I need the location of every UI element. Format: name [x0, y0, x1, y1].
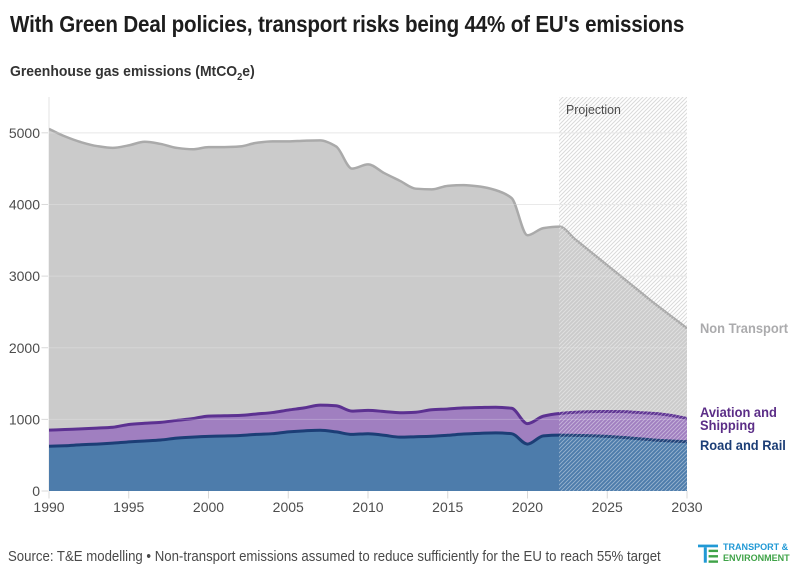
logo-t-stem — [703, 547, 707, 563]
y-tick-label-4000: 4000 — [9, 197, 40, 213]
series-areas — [49, 127, 687, 491]
te-logo-text: TRANSPORT & ENVIRONMENT — [723, 542, 790, 564]
y-tick-label-2000: 2000 — [9, 340, 40, 356]
area-non-transport — [49, 128, 687, 431]
x-tick-label-2015: 2015 — [432, 499, 463, 515]
source-note: Source: T&E modelling • Non-transport em… — [8, 548, 661, 565]
te-logo-text-line1: TRANSPORT & — [723, 542, 789, 553]
x-tick-label-2025: 2025 — [592, 499, 623, 515]
y-tick-label-0: 0 — [32, 483, 40, 499]
chart-title: With Green Deal policies, transport risk… — [10, 11, 685, 37]
x-tick-label-1995: 1995 — [113, 499, 144, 515]
y-tick-label-3000: 3000 — [9, 268, 40, 284]
logo-e-bar-bot — [708, 560, 718, 563]
y-tick-label-5000: 5000 — [9, 125, 40, 141]
y-axis-unit-subscript: 2 — [237, 72, 243, 83]
series-label-non-transport: Non Transport — [700, 320, 789, 336]
y-axis-unit-label: Greenhouse gas emissions (MtCO2e) — [10, 63, 255, 83]
x-tick-label-2010: 2010 — [352, 499, 383, 515]
logo-t-crossbar — [698, 544, 718, 548]
x-tick-label-2020: 2020 — [512, 499, 543, 515]
te-logo-text-line2: ENVIRONMENT — [723, 552, 790, 564]
x-tick-label-1990: 1990 — [33, 499, 64, 515]
series-label-road-rail: Road and Rail — [700, 437, 786, 453]
y-tick-label-1000: 1000 — [9, 411, 40, 427]
y-axis-unit-prefix: Greenhouse gas emissions (MtCO — [10, 63, 238, 80]
x-tick-label-2030: 2030 — [671, 499, 702, 515]
y-axis-unit-suffix: e) — [242, 63, 255, 80]
x-tick-label-2000: 2000 — [193, 499, 224, 515]
x-tick-label-2005: 2005 — [273, 499, 304, 515]
te-logo: TRANSPORT & ENVIRONMENT — [697, 542, 797, 567]
projection-annotation: Projection — [566, 102, 621, 117]
te-logo-mark — [698, 544, 718, 563]
series-label-aviation-shipping: Aviation and Shipping — [700, 404, 777, 433]
logo-e-bar-top — [708, 549, 718, 553]
logo-e-bar-mid — [708, 555, 718, 558]
